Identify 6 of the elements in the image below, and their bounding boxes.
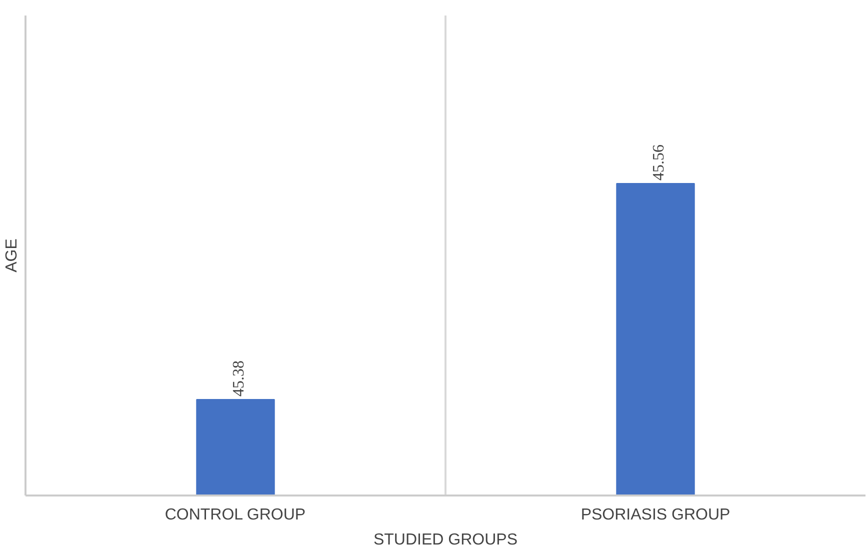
data-label: 45.38 (230, 360, 248, 396)
data-label: 45.56 (650, 144, 668, 180)
x-tick-label: PSORIASIS GROUP (580, 506, 730, 524)
x-axis-title: STUDIED GROUPS (373, 532, 518, 548)
x-tick-label: CONTROL GROUP (164, 506, 306, 524)
y-axis-title: AGE (4, 238, 20, 272)
